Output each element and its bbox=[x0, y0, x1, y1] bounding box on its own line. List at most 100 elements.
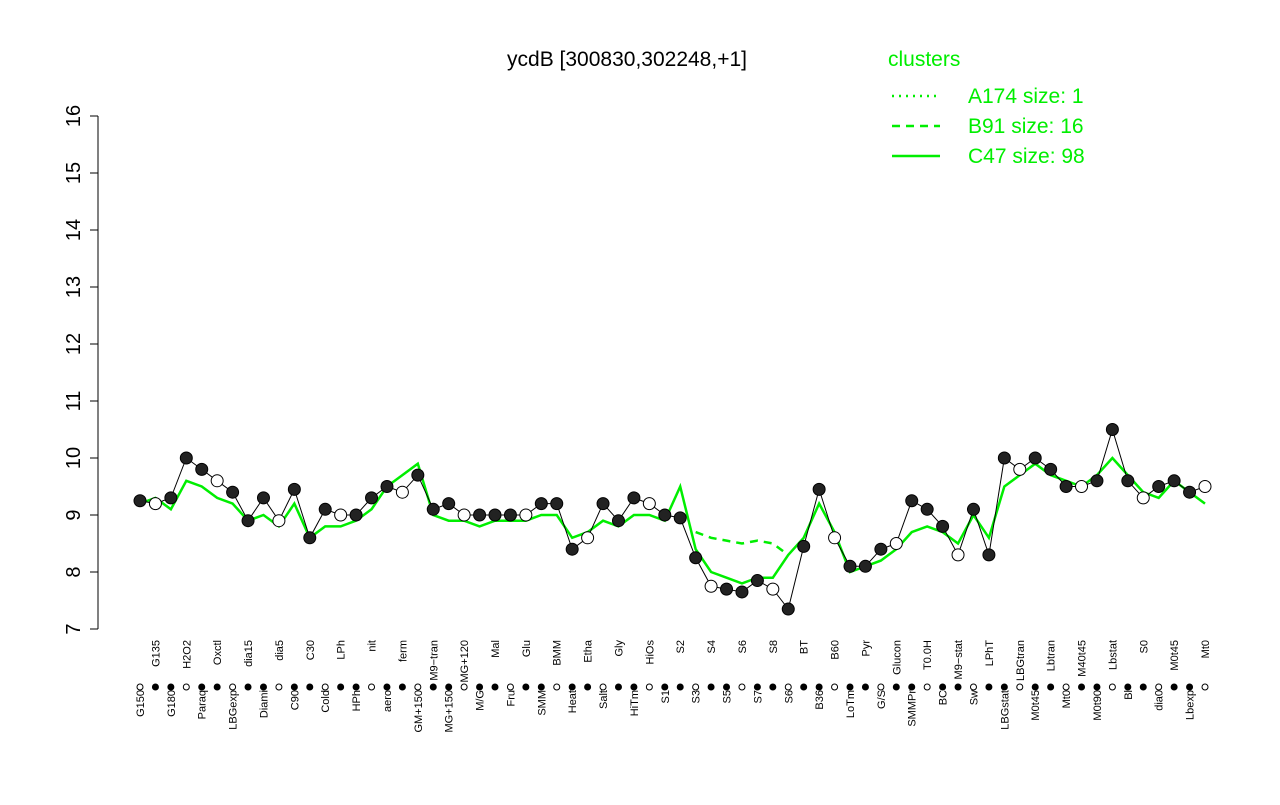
data-point bbox=[519, 508, 533, 522]
x-tick-label: Bl bbox=[1123, 690, 1135, 700]
rug-marker bbox=[460, 683, 468, 691]
data-point bbox=[1167, 474, 1181, 488]
rug-marker bbox=[368, 683, 376, 691]
x-tick-label: Glu bbox=[521, 640, 533, 657]
data-point bbox=[457, 508, 471, 522]
data-point bbox=[210, 474, 224, 488]
x-tick-label: S4 bbox=[706, 640, 718, 653]
rug-marker bbox=[661, 683, 669, 691]
x-tick-label: Fru bbox=[505, 690, 517, 707]
data-point bbox=[673, 511, 687, 525]
data-point bbox=[997, 451, 1011, 465]
data-point bbox=[179, 451, 193, 465]
rug-marker bbox=[954, 683, 962, 691]
data-point bbox=[1198, 480, 1212, 493]
data-point bbox=[272, 514, 286, 528]
rug-marker bbox=[198, 683, 206, 691]
data-point bbox=[720, 582, 734, 596]
y-tick-label: 13 bbox=[63, 276, 85, 298]
rug-marker bbox=[676, 683, 684, 691]
data-point bbox=[735, 585, 749, 599]
x-tick-label: GM+150 bbox=[413, 690, 425, 733]
rug-marker bbox=[723, 683, 731, 691]
x-tick-label: Lbtran bbox=[1046, 640, 1058, 671]
data-point bbox=[858, 559, 872, 573]
data-point bbox=[1152, 480, 1166, 493]
rug-marker bbox=[337, 683, 345, 691]
rug-marker bbox=[800, 683, 808, 691]
rug-marker bbox=[553, 683, 561, 691]
x-tick-label: Pyr bbox=[860, 640, 872, 657]
x-tick-label: LBGstat bbox=[999, 690, 1011, 730]
x-tick-label: S6 bbox=[737, 640, 749, 653]
rug-marker bbox=[259, 683, 267, 691]
x-tick-label: Paraq bbox=[197, 690, 209, 719]
data-point bbox=[936, 519, 950, 533]
rug-marker bbox=[213, 683, 221, 691]
x-tick-label: HPh bbox=[351, 690, 363, 711]
data-point bbox=[1090, 474, 1104, 488]
x-tick-label: Diami bbox=[258, 690, 270, 718]
data-point bbox=[426, 502, 440, 516]
rug-marker bbox=[939, 683, 947, 691]
rug-marker bbox=[290, 683, 298, 691]
rug-marker bbox=[1124, 683, 1132, 691]
data-point bbox=[889, 537, 903, 550]
rug-marker bbox=[846, 683, 854, 691]
rug-marker bbox=[182, 683, 190, 691]
legend-title: clusters bbox=[888, 48, 960, 71]
x-tick-label: HiTm bbox=[629, 690, 641, 716]
x-tick-label: Cold bbox=[320, 690, 332, 713]
data-point bbox=[905, 494, 919, 508]
x-tick-label: B60 bbox=[830, 640, 842, 660]
rug-marker bbox=[861, 683, 869, 691]
data-point bbox=[411, 468, 425, 482]
x-tick-label: LPh bbox=[336, 640, 348, 660]
x-tick-label: Etha bbox=[583, 639, 595, 663]
data-point bbox=[241, 514, 255, 528]
data-point bbox=[689, 551, 703, 565]
data-point bbox=[1121, 474, 1135, 488]
x-tick-label: G135 bbox=[150, 640, 162, 667]
data-point bbox=[503, 508, 517, 522]
rug-marker bbox=[306, 683, 314, 691]
data-point bbox=[1075, 480, 1089, 493]
legend-label: A174 size: 1 bbox=[968, 85, 1084, 108]
rug-marker bbox=[1201, 683, 1209, 691]
rug-marker bbox=[908, 683, 916, 691]
rug-marker bbox=[1093, 683, 1101, 691]
data-point bbox=[534, 497, 548, 511]
rug-marker bbox=[321, 683, 329, 691]
y-tick-label: 8 bbox=[63, 566, 85, 577]
x-tick-label: Mt0 bbox=[1200, 640, 1212, 658]
rug-marker bbox=[892, 683, 900, 691]
x-tick-label: HiOs bbox=[644, 640, 656, 665]
legend-label: C47 size: 98 bbox=[968, 145, 1085, 168]
x-tick-label: C30 bbox=[305, 640, 317, 660]
x-tick-label: Salt bbox=[598, 690, 610, 709]
rug-marker bbox=[1062, 683, 1070, 691]
data-point bbox=[920, 502, 934, 516]
x-tick-label: Mal bbox=[490, 640, 502, 658]
x-tick-label: BT bbox=[799, 640, 811, 654]
data-point bbox=[334, 508, 348, 522]
data-point bbox=[256, 491, 270, 505]
rug-marker bbox=[923, 683, 931, 691]
data-point bbox=[642, 497, 656, 511]
data-point bbox=[473, 508, 487, 522]
rug-marker bbox=[136, 683, 144, 691]
rug-marker bbox=[692, 683, 700, 691]
y-tick-label: 12 bbox=[63, 333, 85, 355]
rug-marker bbox=[275, 683, 283, 691]
rug-marker bbox=[1170, 683, 1178, 691]
data-point bbox=[1028, 451, 1042, 465]
x-tick-label: MG+150 bbox=[444, 690, 456, 733]
data-point bbox=[611, 514, 625, 528]
x-tick-label: Heat bbox=[567, 690, 579, 713]
x-tick-label: Lbexp bbox=[1185, 690, 1197, 720]
data-point bbox=[951, 548, 965, 562]
rug-marker bbox=[491, 683, 499, 691]
data-point bbox=[704, 579, 718, 593]
series-line bbox=[695, 530, 790, 556]
x-tick-label: M9−stat bbox=[953, 640, 965, 679]
